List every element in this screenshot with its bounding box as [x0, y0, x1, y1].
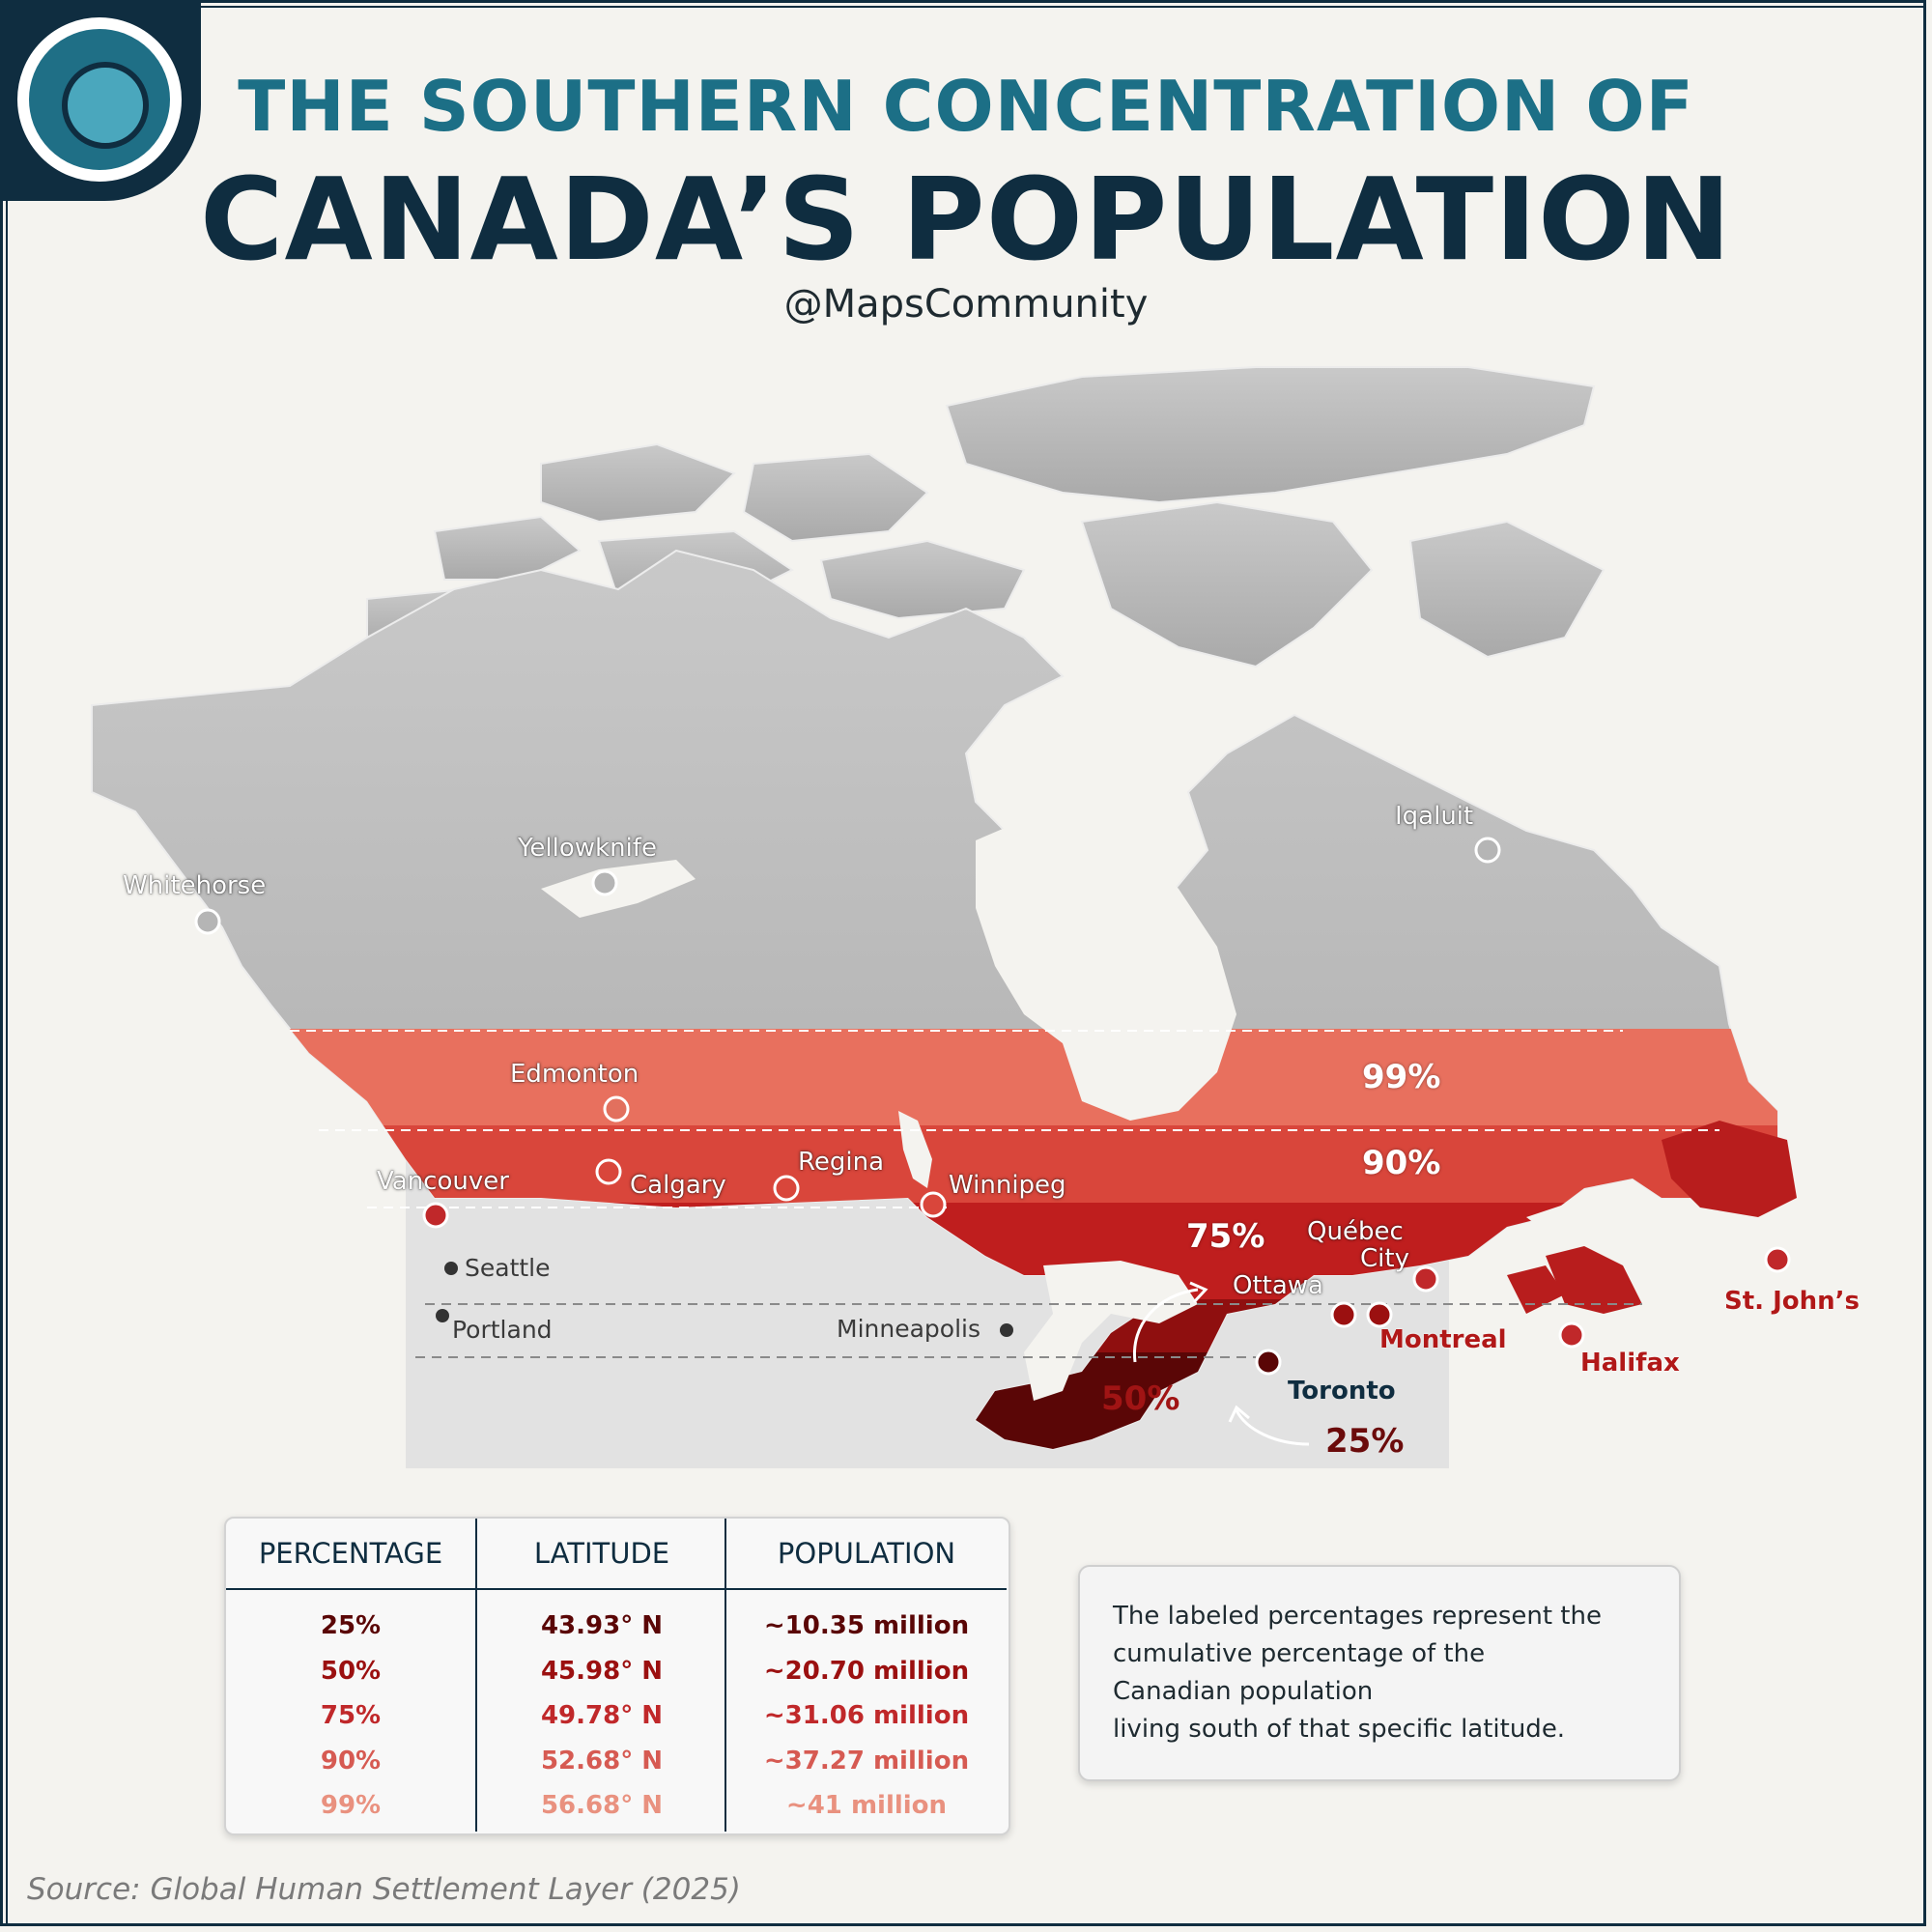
explanation-note: The labeled percentages represent the cu…: [1078, 1565, 1681, 1781]
label-iqaluit: Iqaluit: [1395, 802, 1474, 831]
marker-portland: [436, 1309, 449, 1322]
percentage-column: PERCENTAGE 25% 50% 75% 90% 99%: [226, 1519, 475, 1832]
latitude-column: LATITUDE 43.93° N 45.98° N 49.78° N 52.6…: [475, 1519, 726, 1832]
label-minneapolis: Minneapolis: [837, 1315, 980, 1343]
title-line-1: THE SOUTHERN CONCENTRATION OF: [238, 66, 1694, 147]
cell-latitude: 56.68° N: [540, 1791, 664, 1820]
label-yellowknife: Yellowknife: [518, 834, 657, 863]
latitude-lines-south: [415, 1303, 1642, 1358]
city-markers: [194, 837, 1791, 1376]
band-label-90: 90%: [1362, 1144, 1441, 1182]
marker-winnipeg: [920, 1191, 947, 1218]
label-regina: Regina: [798, 1148, 885, 1177]
cell-latitude: 45.98° N: [540, 1656, 664, 1686]
label-halifax: Halifax: [1580, 1349, 1680, 1378]
label-vancouver: Vancouver: [377, 1167, 509, 1196]
cell-latitude: 52.68° N: [540, 1746, 664, 1776]
band-99: [92, 1029, 1777, 1125]
latitude-lines: [290, 1030, 1719, 1208]
inner-frame: [6, 6, 1926, 1926]
cell-population: ~20.70 million: [763, 1656, 970, 1686]
cell-percentage: 50%: [320, 1656, 382, 1686]
marker-iqaluit: [1474, 837, 1501, 864]
canada-map: Whitehorse Yellowknife Iqaluit Edmonton …: [0, 348, 1932, 1488]
label-portland: Portland: [452, 1316, 553, 1344]
band-label-99: 99%: [1362, 1058, 1441, 1096]
cell-population: ~10.35 million: [763, 1611, 970, 1640]
label-winnipeg: Winnipeg: [949, 1171, 1066, 1200]
marker-calgary: [595, 1158, 622, 1185]
hudson-bay: [976, 811, 1236, 1121]
cell-latitude: 43.93° N: [540, 1611, 664, 1640]
label-montreal: Montreal: [1379, 1325, 1507, 1354]
note-line: cumulative percentage of the: [1113, 1639, 1486, 1668]
label-quebec-city-2: City: [1360, 1244, 1409, 1273]
label-calgary: Calgary: [630, 1171, 726, 1200]
marker-st-johns: [1764, 1246, 1791, 1273]
lake-winnipeg: [898, 1111, 932, 1188]
band-label-75: 75%: [1186, 1217, 1265, 1256]
header-population: POPULATION: [726, 1519, 1007, 1590]
label-edmonton: Edmonton: [510, 1060, 639, 1089]
marker-ottawa: [1330, 1301, 1357, 1328]
band-label-50: 50%: [1101, 1379, 1180, 1418]
marker-yellowknife: [591, 869, 618, 896]
cell-population: ~37.27 million: [763, 1746, 970, 1776]
cell-population: ~41 million: [785, 1791, 948, 1820]
label-toronto: Toronto: [1288, 1377, 1396, 1406]
marker-whitehorse: [194, 908, 221, 935]
marker-toronto: [1255, 1349, 1282, 1376]
marker-regina: [773, 1175, 800, 1202]
note-line: The labeled percentages represent the: [1113, 1602, 1602, 1631]
great-slave-lake: [541, 860, 696, 918]
arrow-50-head: [1189, 1281, 1208, 1304]
label-quebec-city-1: Québec: [1307, 1217, 1404, 1246]
atlantic-provinces: [1507, 1121, 1797, 1314]
gulf-of-st-lawrence: [1526, 1198, 1662, 1246]
label-seattle: Seattle: [465, 1254, 551, 1282]
header-latitude: LATITUDE: [477, 1519, 726, 1590]
label-whitehorse: Whitehorse: [123, 871, 267, 900]
band-label-25: 25%: [1325, 1422, 1405, 1461]
header-percentage: PERCENTAGE: [226, 1519, 475, 1590]
cell-percentage: 75%: [320, 1701, 382, 1730]
marker-seattle: [444, 1262, 458, 1275]
arrow-50: [1132, 1288, 1199, 1363]
marker-vancouver: [422, 1202, 449, 1229]
marker-quebec-city: [1412, 1265, 1439, 1293]
marker-halifax: [1558, 1321, 1585, 1349]
cell-latitude: 49.78° N: [540, 1701, 664, 1730]
latitude-table: PERCENTAGE 25% 50% 75% 90% 99% LATITUDE …: [224, 1517, 1010, 1835]
population-column: POPULATION ~10.35 million ~20.70 million…: [724, 1519, 1007, 1832]
marker-montreal: [1366, 1301, 1393, 1328]
marker-edmonton: [603, 1095, 630, 1122]
arrow-25-head: [1228, 1405, 1250, 1423]
note-line: living south of that specific latitude.: [1113, 1715, 1566, 1744]
map-svg: [91, 366, 1797, 1468]
arrow-25: [1235, 1409, 1310, 1446]
note-line: Canadian population: [1113, 1677, 1374, 1706]
cell-percentage: 25%: [320, 1611, 382, 1640]
logo-globe-icon: [62, 62, 149, 149]
maps-community-logo: [0, 0, 201, 201]
source-credit: Source: Global Human Settlement Layer (2…: [27, 1872, 741, 1907]
title-line-2: CANADA’S POPULATION: [199, 153, 1733, 286]
us-city-markers: [436, 1262, 1013, 1337]
cell-population: ~31.06 million: [763, 1701, 970, 1730]
great-lakes: [1024, 1261, 1198, 1401]
cell-percentage: 99%: [320, 1791, 382, 1820]
cell-percentage: 90%: [320, 1746, 382, 1776]
marker-minneapolis: [1000, 1323, 1013, 1337]
label-ottawa: Ottawa: [1233, 1271, 1323, 1300]
label-st-johns: St. John’s: [1724, 1287, 1860, 1316]
author-handle: @MapsCommunity: [783, 282, 1149, 327]
